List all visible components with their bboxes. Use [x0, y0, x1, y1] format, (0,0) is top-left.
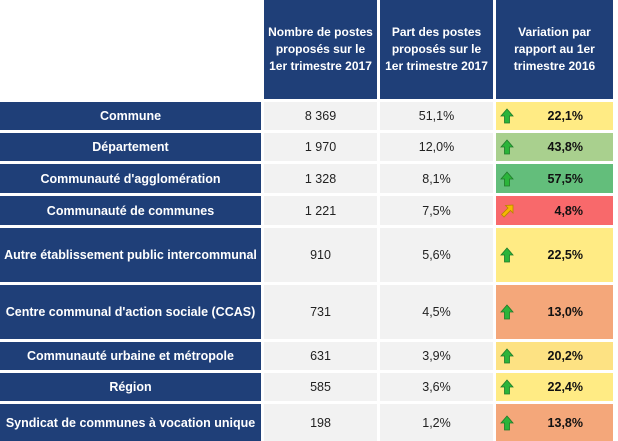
row-variation: 13,8%: [496, 404, 613, 441]
row-count: 585: [264, 373, 377, 401]
green-up-arrow-icon: [500, 304, 514, 320]
header-share: Part des postes proposés sur le 1er trim…: [380, 0, 493, 99]
row-variation: 57,5%: [496, 164, 613, 193]
row-share: 12,0%: [380, 133, 493, 161]
row-label: Communauté urbaine et métropole: [0, 342, 261, 370]
variation-value: 22,1%: [547, 109, 583, 123]
green-up-arrow-icon: [500, 379, 514, 395]
row-label: Communauté de communes: [0, 196, 261, 225]
row-share: 7,5%: [380, 196, 493, 225]
yellow-diagonal-arrow-icon: [500, 203, 514, 219]
variation-value: 43,8%: [547, 140, 583, 154]
row-variation: 13,0%: [496, 285, 613, 339]
row-variation: 43,8%: [496, 133, 613, 161]
green-up-arrow-icon: [500, 170, 514, 187]
row-label: Région: [0, 373, 261, 401]
header-variation: Variation par rapport au 1er trimestre 2…: [496, 0, 613, 99]
row-count: 8 369: [264, 102, 377, 130]
variation-value: 22,5%: [547, 248, 583, 262]
row-count: 1 328: [264, 164, 377, 193]
green-up-arrow-icon: [500, 348, 514, 364]
row-count: 731: [264, 285, 377, 339]
row-share: 4,5%: [380, 285, 493, 339]
row-share: 3,6%: [380, 373, 493, 401]
row-variation: 22,4%: [496, 373, 613, 401]
row-variation: 4,8%: [496, 196, 613, 225]
variation-value: 13,0%: [547, 305, 583, 319]
row-variation: 22,1%: [496, 102, 613, 130]
green-up-arrow-icon: [500, 108, 514, 124]
row-label: Centre communal d'action sociale (CCAS): [0, 285, 261, 339]
row-share: 3,9%: [380, 342, 493, 370]
row-count: 198: [264, 404, 377, 441]
row-count: 1 221: [264, 196, 377, 225]
row-label: Autre établissement public intercommunal: [0, 228, 261, 282]
variation-value: 22,4%: [547, 380, 583, 394]
row-label: Département: [0, 133, 261, 161]
green-up-arrow-icon: [500, 414, 514, 431]
row-share: 8,1%: [380, 164, 493, 193]
header-count: Nombre de postes proposés sur le 1er tri…: [264, 0, 377, 99]
row-label: Commune: [0, 102, 261, 130]
variation-value: 20,2%: [547, 349, 583, 363]
green-up-arrow-icon: [500, 139, 514, 155]
row-count: 1 970: [264, 133, 377, 161]
row-count: 631: [264, 342, 377, 370]
row-variation: 20,2%: [496, 342, 613, 370]
corner-blank-cell: [0, 0, 261, 99]
green-up-arrow-icon: [500, 247, 514, 263]
row-share: 1,2%: [380, 404, 493, 441]
row-share: 5,6%: [380, 228, 493, 282]
variation-value: 4,8%: [554, 203, 584, 218]
row-count: 910: [264, 228, 377, 282]
row-share: 51,1%: [380, 102, 493, 130]
variation-value: 57,5%: [547, 171, 583, 186]
variation-value: 13,8%: [547, 415, 583, 430]
row-label: Syndicat de communes à vocation unique: [0, 404, 261, 441]
row-label: Communauté d'agglomération: [0, 164, 261, 193]
row-variation: 22,5%: [496, 228, 613, 282]
